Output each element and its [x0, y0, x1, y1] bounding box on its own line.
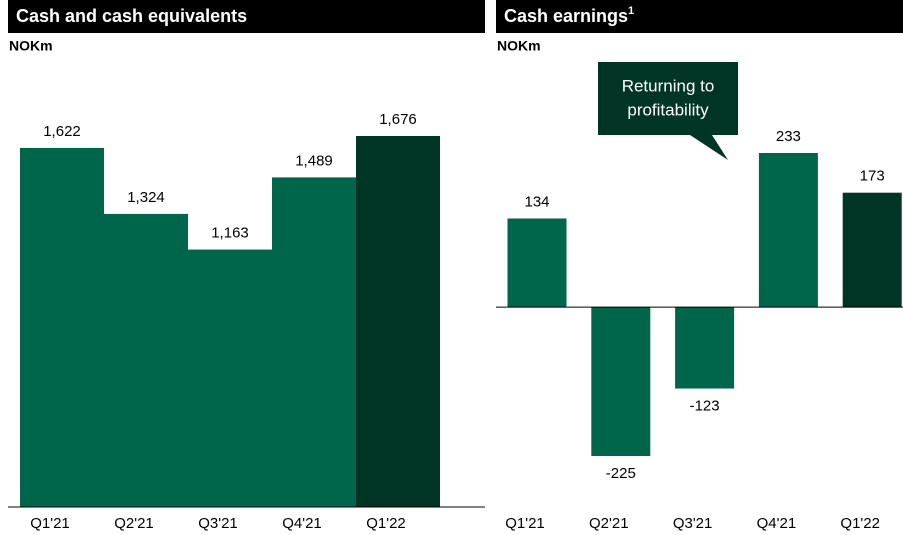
bar	[104, 213, 188, 507]
bar	[272, 177, 356, 507]
bar	[356, 136, 440, 507]
bar	[758, 153, 818, 308]
x-tick-label: Q2'21	[114, 515, 154, 532]
annotation-text: profitability	[627, 100, 709, 119]
value-label: 173	[860, 168, 885, 185]
value-label: 1,489	[295, 152, 333, 169]
x-tick-label: Q3'21	[198, 515, 238, 532]
annotation-text: Returning to	[622, 76, 715, 95]
chart-title: Cash and cash equivalents	[16, 6, 247, 26]
x-tick-label: Q1'22	[840, 515, 880, 532]
value-label: 1,324	[127, 189, 165, 206]
x-tick-label: Q1'21	[30, 515, 70, 532]
value-label: 1,163	[211, 225, 249, 242]
value-label: -225	[606, 465, 636, 482]
value-label: 1,622	[43, 123, 81, 140]
unit-label: NOKm	[497, 38, 541, 54]
x-tick-label: Q2'21	[589, 515, 629, 532]
value-label: 134	[524, 193, 549, 210]
bar	[20, 147, 104, 507]
annotation-box	[598, 62, 738, 160]
chart-header	[8, 0, 485, 33]
chart-title-text: Cash earnings	[504, 6, 628, 26]
chart-title: Cash earnings1	[504, 5, 634, 26]
value-label: 233	[776, 128, 801, 145]
x-tick-label: Q3'21	[673, 515, 713, 532]
value-label: 1,676	[379, 111, 417, 128]
bar	[591, 307, 651, 456]
bar	[188, 249, 272, 508]
bar	[507, 218, 567, 308]
x-tick-label: Q1'22	[366, 515, 406, 532]
x-tick-label: Q4'21	[757, 515, 797, 532]
chart-title-text: Cash and cash equivalents	[16, 6, 247, 26]
bar	[675, 307, 735, 389]
chart-header	[496, 0, 903, 33]
x-tick-label: Q4'21	[282, 515, 322, 532]
value-label: -123	[690, 397, 720, 414]
title-superscript: 1	[628, 5, 634, 17]
bar	[842, 192, 902, 308]
unit-label: NOKm	[9, 38, 53, 54]
x-tick-label: Q1'21	[505, 515, 545, 532]
